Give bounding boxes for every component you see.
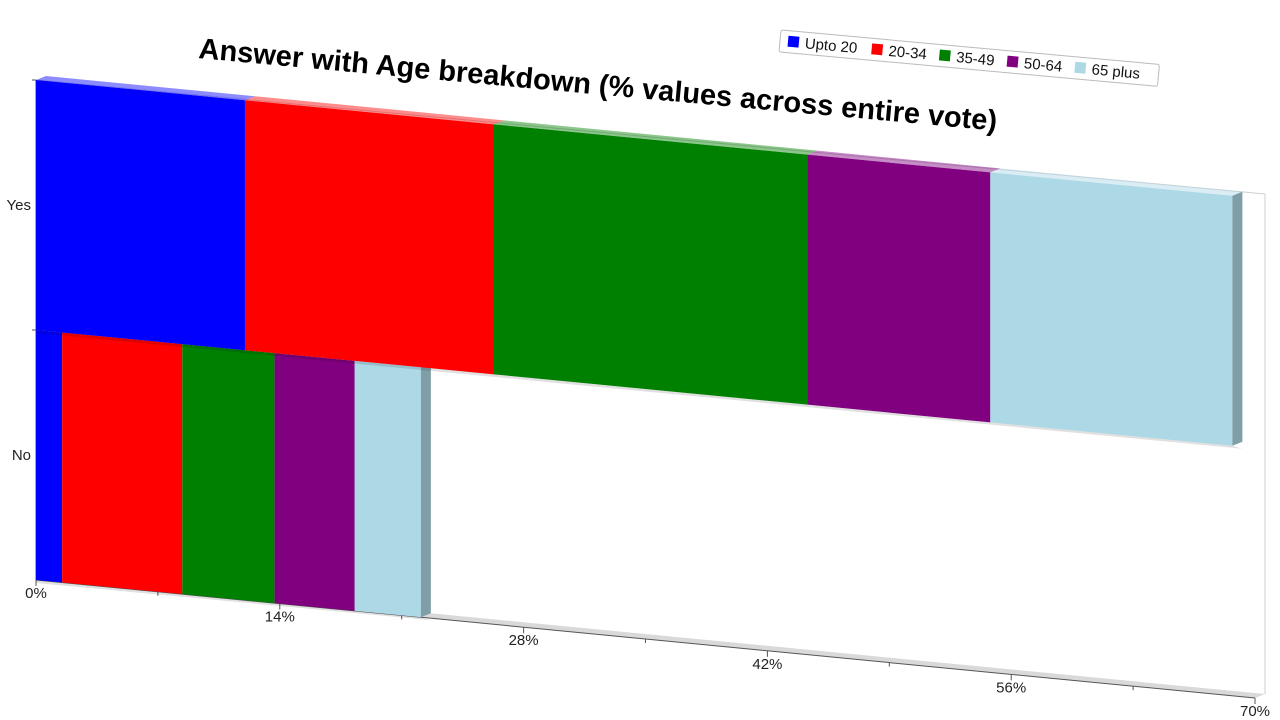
bar-segment-top — [990, 168, 1243, 196]
x-tick-label: 42% — [752, 656, 782, 673]
bar-group-no — [36, 326, 431, 621]
bar-segment — [274, 353, 355, 611]
plot-top-line — [35, 79, 1266, 195]
x-tick-label: 70% — [1240, 703, 1270, 720]
legend-item: 65 plus — [1074, 61, 1141, 83]
legend-label: Upto 20 — [804, 35, 858, 57]
legend-swatch — [871, 43, 884, 56]
legend-item: Upto 20 — [787, 35, 858, 57]
bar-segment — [990, 172, 1233, 446]
bar-segment-top — [36, 76, 255, 101]
bar-side — [1232, 191, 1243, 446]
bar-segment — [493, 124, 808, 405]
legend-swatch — [1074, 61, 1087, 74]
bar-segment — [36, 330, 63, 583]
legend-box: Upto 20 20-34 35-49 50-64 65 plus — [778, 29, 1160, 87]
x-tick-label: 0% — [25, 585, 47, 602]
bar-segment — [36, 80, 245, 351]
bar-segment-top — [244, 96, 504, 125]
bar-segment-top — [493, 120, 818, 155]
legend-item: 20-34 — [871, 43, 928, 63]
legend-swatch — [938, 49, 951, 62]
legend-swatch — [787, 35, 800, 48]
bar-segment — [807, 154, 991, 423]
bar-segment — [244, 100, 494, 375]
y-category-label: Yes — [7, 197, 31, 214]
bar-segment-top — [807, 150, 1001, 173]
legend-label: 50-64 — [1023, 55, 1063, 75]
x-tick-label: 56% — [996, 679, 1026, 696]
chart-legend: Upto 20 20-34 35-49 50-64 65 plus — [778, 29, 1160, 87]
bar-segment — [62, 332, 183, 595]
legend-label: 20-34 — [888, 43, 928, 63]
chart-bars — [36, 76, 1243, 621]
bar-segment — [182, 344, 275, 604]
bar-side — [420, 363, 431, 618]
bar-segment — [354, 360, 421, 618]
bar-shadow — [36, 330, 1243, 449]
legend-swatch — [1006, 55, 1019, 68]
bar-group-yes — [36, 76, 1243, 449]
x-tick-label: 14% — [265, 609, 295, 626]
bar-shadow — [36, 580, 431, 621]
legend-item: 50-64 — [1006, 55, 1063, 76]
y-category-label: No — [12, 447, 31, 464]
legend-label: 65 plus — [1091, 61, 1141, 82]
legend-item: 35-49 — [938, 49, 995, 69]
chart-labels: 0% 14% 28% 42% 56% 70% Yes No — [7, 197, 1271, 720]
x-tick-label: 28% — [509, 632, 539, 649]
legend-label: 35-49 — [955, 49, 995, 69]
